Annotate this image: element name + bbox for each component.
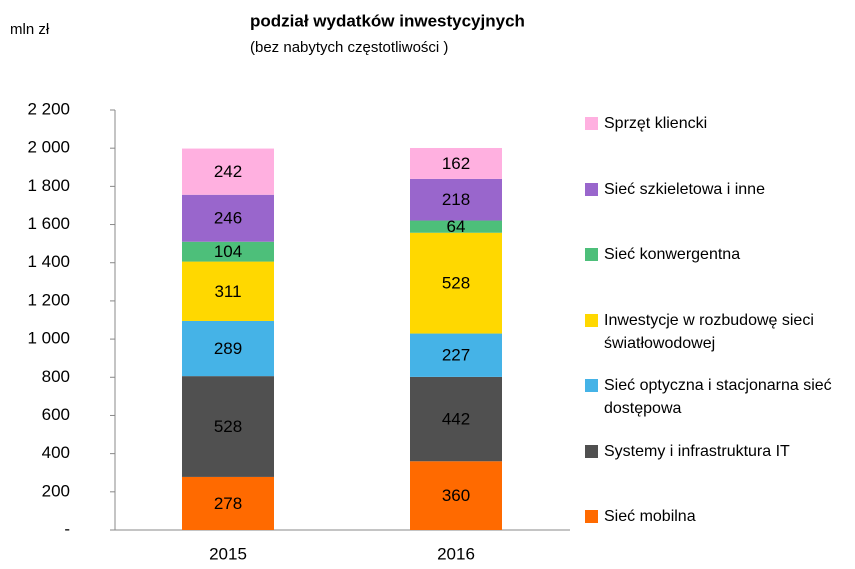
y-tick-label: 1 200 [27,290,70,309]
data-label: 278 [214,494,242,513]
chart-subtitle: (bez nabytych częstotliwości ) [250,39,448,56]
bar-segment [182,194,274,242]
bar-segment [182,261,274,321]
y-unit: mln zł [10,21,50,38]
legend-label: Sieć mobilna [604,508,696,525]
legend-label: Inwestycje w rozbudowę sieci światłowodo… [604,311,814,352]
data-label: 311 [214,282,241,301]
legend-label: Sprzęt kliencki [604,115,708,132]
legend-item: Inwestycje w rozbudowę sieci światłowodo… [585,309,845,355]
data-label: 442 [442,410,470,429]
bar-segment [410,220,502,233]
bar-segment [410,376,502,462]
data-label: 64 [447,217,466,236]
data-label: 246 [214,209,242,228]
data-label: 104 [214,242,242,261]
legend-item: Sieć mobilna [585,505,845,528]
legend-label: Sieć konwergentna [604,246,741,263]
chart-title: podział wydatków inwestycyjnych [250,11,525,30]
y-tick-label: 2 200 [27,99,70,118]
legend-swatch [585,379,598,392]
data-label: 528 [214,417,242,436]
legend-label: Sieć szkieletowa i inne [604,180,765,198]
x-tick-label: 2015 [209,544,247,563]
bar-segment [410,461,502,530]
legend-swatch [585,117,598,130]
bar-segment [410,232,502,334]
y-tick-label: 800 [42,367,70,386]
bar-segment [410,147,502,179]
y-tick-label: 1 000 [27,329,70,348]
bar-segment [182,320,274,377]
y-tick-label: 1 800 [27,176,70,195]
bar-segment [182,148,274,195]
y-tick-label: 400 [42,443,70,462]
legend-swatch [585,510,598,523]
y-tick-label: 1 600 [27,214,70,233]
bar-segment [410,333,502,377]
legend-item: Sieć optyczna i stacjonarna sieć dostępo… [585,374,845,420]
y-tick-label: 200 [42,481,70,500]
bar-segment [410,178,502,221]
y-tick-label: - [64,519,70,538]
legend-label: Sieć optyczna i stacjonarna sieć dostępo… [604,377,832,417]
legend-swatch [585,313,598,327]
data-label: 289 [214,339,242,358]
bar-segment [182,241,274,262]
y-tick-label: 1 400 [27,252,70,271]
legend-swatch [585,444,598,458]
x-tick-label: 2016 [437,544,475,563]
bar-segment [182,476,274,530]
legend-item: Sprzęt kliencki [585,112,845,135]
legend-swatch [585,248,598,261]
data-label: 242 [214,162,242,181]
y-tick-label: 600 [42,405,70,424]
legend-item: Sieć szkieletowa i inne [585,178,845,201]
legend-label: Systemy i infrastruktura IT [604,442,790,460]
data-label: 528 [442,274,470,293]
y-tick-label: 2 000 [27,138,70,157]
legend-item: Systemy i infrastruktura IT [585,440,845,463]
legend-item: Sieć konwergentna [585,243,845,266]
legend-swatch [585,182,598,196]
data-label: 227 [442,346,470,365]
data-label: 218 [442,190,470,209]
data-label: 162 [442,154,470,173]
bar-segment [182,376,274,477]
data-label: 360 [442,486,470,505]
